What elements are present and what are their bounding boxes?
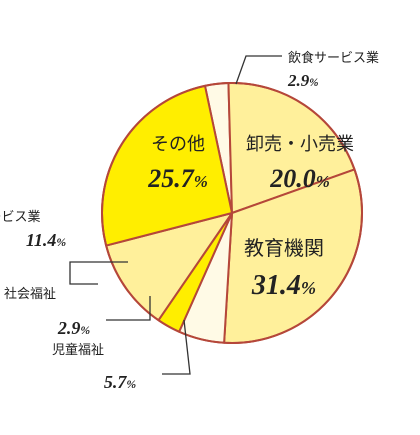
- slice-name-label-1: 卸売・小売業: [246, 134, 354, 155]
- slice-name-label-3: 児童福祉: [52, 342, 104, 358]
- pie-slices: [101, 82, 363, 344]
- pie-outline: [101, 82, 363, 344]
- slice-value-label-2: 31.4%: [251, 270, 316, 301]
- leader-line-4: [106, 296, 151, 321]
- leader-line-3: [162, 319, 191, 375]
- slice-value-label-5: 11.4%: [26, 230, 67, 250]
- slice-value-label-0: 2.9%: [287, 71, 318, 90]
- slice-name-label-4: 社会福祉: [4, 286, 56, 302]
- slice-value-label-3: 5.7%: [104, 372, 137, 392]
- slice-value-label-1: 20.0%: [269, 164, 330, 193]
- slice-value-label-4: 2.9%: [57, 318, 91, 338]
- slice-name-label-6: その他: [151, 134, 205, 155]
- slice-name-label-5: サービス業: [0, 209, 41, 225]
- slice-name-label-2: 教育機関: [244, 236, 324, 260]
- slice-name-label-0: 飲食サービス業: [288, 50, 379, 66]
- slice-value-label-6: 25.7%: [147, 164, 208, 193]
- leader-line-5: [69, 261, 128, 285]
- leader-line-0: [235, 55, 282, 85]
- leader-lines: [69, 55, 282, 375]
